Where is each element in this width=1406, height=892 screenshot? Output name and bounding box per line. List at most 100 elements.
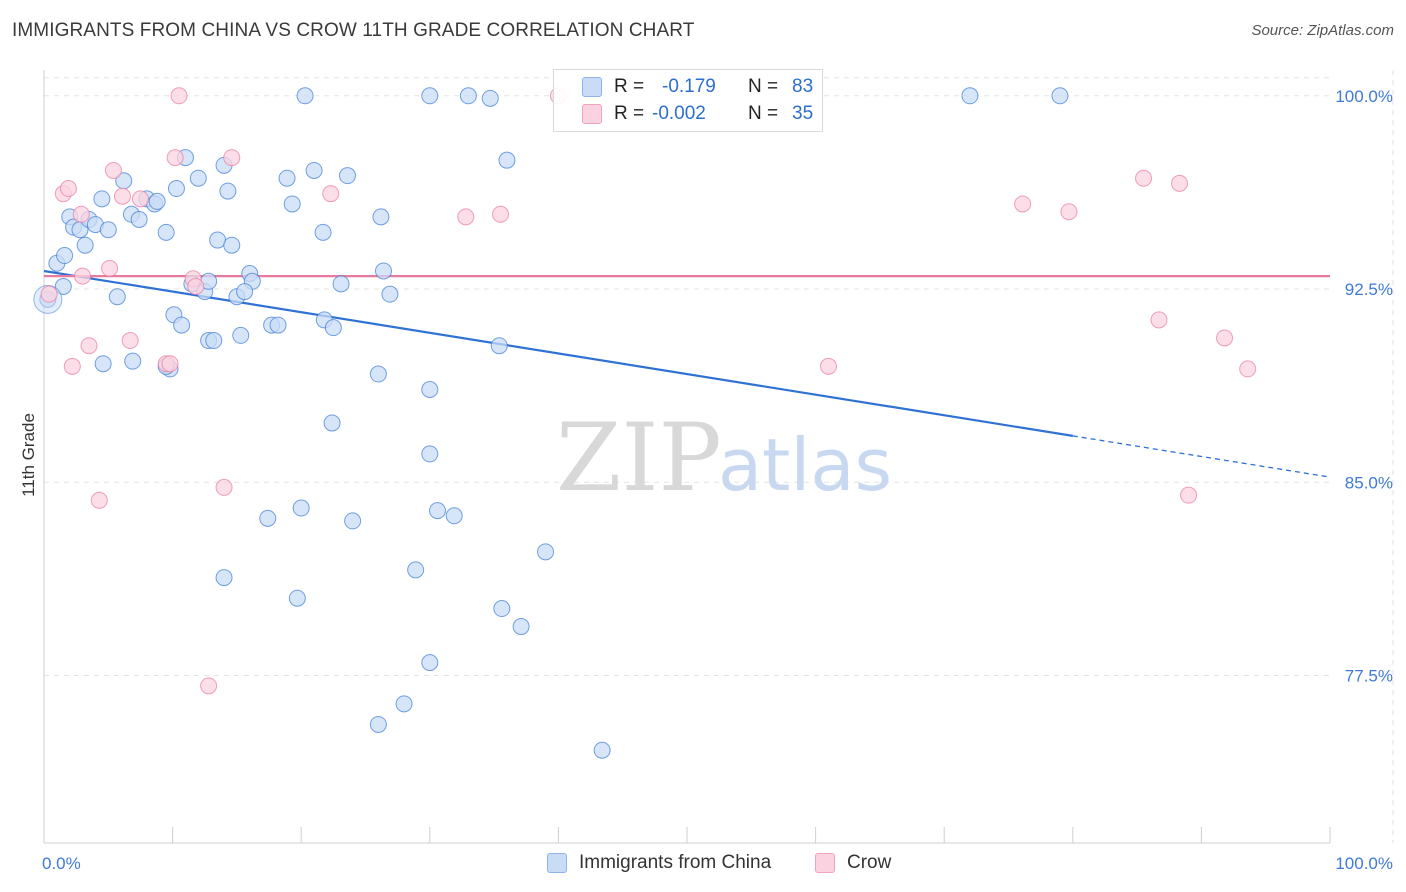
legend-row-china: R = -0.179 N = 83 — [554, 74, 813, 100]
y-tick-label: 85.0% — [1345, 473, 1393, 492]
data-point-crow — [161, 355, 179, 373]
data-point-china — [421, 381, 439, 399]
data-point-china — [481, 89, 499, 107]
data-point-china — [205, 332, 223, 350]
data-point-china — [332, 275, 350, 293]
data-point-crow — [1014, 195, 1032, 213]
watermark-zip: ZIP — [556, 404, 722, 513]
series-immigrants-from-china — [33, 87, 1069, 759]
data-point-crow — [131, 190, 149, 208]
data-point-china — [493, 600, 511, 618]
data-point-china — [278, 169, 296, 187]
data-point-crow — [1150, 311, 1168, 329]
legend-label-china: Immigrants from China — [579, 852, 772, 873]
data-point-crow — [101, 259, 119, 277]
data-point-crow — [166, 149, 184, 167]
data-point-china — [215, 569, 233, 587]
data-point-crow — [1180, 486, 1198, 504]
data-point-china — [223, 236, 241, 254]
data-point-china — [189, 169, 207, 187]
legend-n-label: N = — [748, 103, 779, 124]
data-point-china — [305, 161, 323, 179]
trend-line-china — [43, 269, 1073, 437]
data-point-china — [324, 319, 342, 337]
legend-r-value: -0.179 — [662, 76, 716, 97]
legend-swatch-crow — [582, 104, 602, 124]
y-tick-label: 100.0% — [1335, 87, 1393, 106]
data-point-crow — [215, 478, 233, 496]
data-point-crow — [1216, 329, 1234, 347]
data-point-china — [537, 543, 555, 561]
data-point-crow — [72, 205, 90, 223]
data-point-china — [961, 87, 979, 105]
correlation-legend: R = -0.179 N = 83 R = -0.002 N = 35 — [553, 69, 823, 132]
data-point-china — [429, 502, 447, 520]
data-point-china — [108, 288, 126, 306]
y-tick-label: 77.5% — [1345, 667, 1393, 686]
data-point-crow — [63, 357, 81, 375]
legend-label-crow: Crow — [847, 852, 892, 873]
data-point-china — [421, 654, 439, 672]
data-point-china — [375, 262, 393, 280]
legend-n-value: 83 — [792, 76, 814, 97]
chart-title: IMMIGRANTS FROM CHINA VS CROW 11TH GRADE… — [12, 20, 695, 41]
data-point-crow — [113, 187, 131, 205]
data-point-crow — [819, 357, 837, 375]
data-point-crow — [170, 87, 188, 105]
legend-item-china[interactable]: Immigrants from China — [547, 852, 771, 874]
data-point-china — [421, 87, 439, 105]
data-point-china — [381, 285, 399, 303]
data-point-crow — [200, 677, 218, 695]
data-point-crow — [90, 491, 108, 509]
data-point-china — [76, 236, 94, 254]
legend-item-crow[interactable]: Crow — [815, 852, 891, 874]
data-point-crow — [223, 149, 241, 167]
data-point-china — [292, 499, 310, 517]
data-point-crow — [121, 332, 139, 350]
data-point-china — [269, 316, 287, 334]
legend-swatch-crow — [815, 853, 835, 873]
legend-r-value: -0.002 — [652, 103, 706, 124]
data-point-crow — [322, 185, 340, 203]
legend-swatch-china — [582, 77, 602, 97]
legend-n-value: 35 — [792, 103, 814, 124]
data-point-china — [148, 192, 166, 210]
data-point-china — [124, 352, 142, 370]
data-point-china — [167, 180, 185, 198]
data-point-china — [323, 414, 341, 432]
legend-row-crow: R = -0.002 N = 35 — [554, 101, 813, 127]
data-point-china — [421, 445, 439, 463]
watermark-atlas: atlas — [718, 423, 892, 507]
data-point-china — [259, 509, 277, 527]
data-point-china — [512, 618, 530, 636]
legend-swatch-china — [547, 853, 567, 873]
data-point-china — [232, 326, 250, 344]
legend-r-label: R = — [614, 103, 645, 124]
data-point-china — [459, 87, 477, 105]
series-legend: Immigrants from China Crow — [0, 852, 1406, 878]
data-point-crow — [492, 205, 510, 223]
series-crow — [40, 87, 1257, 695]
data-point-china — [94, 355, 112, 373]
data-point-china — [173, 316, 191, 334]
data-point-china — [593, 741, 611, 759]
data-point-china — [369, 365, 387, 383]
data-point-crow — [59, 180, 77, 198]
data-point-china — [1051, 87, 1069, 105]
data-point-china — [219, 182, 237, 200]
data-point-china — [498, 151, 516, 169]
data-point-china — [314, 223, 332, 241]
data-point-china — [338, 167, 356, 185]
data-point-china — [283, 195, 301, 213]
data-point-china — [344, 512, 362, 530]
data-point-crow — [104, 161, 122, 179]
source-credit: Source: ZipAtlas.com — [1251, 22, 1394, 39]
data-point-crow — [187, 277, 205, 295]
tick-labels: 77.5% 85.0% 92.5% 100.0% 0.0% 100.0% — [42, 87, 1393, 873]
data-point-crow — [1171, 174, 1189, 192]
legend-n-label: N = — [748, 76, 779, 97]
data-point-china — [288, 589, 306, 607]
data-point-china — [490, 337, 508, 355]
y-axis-label: 11th Grade — [19, 413, 38, 497]
trend-line-china-extension — [1072, 435, 1331, 478]
